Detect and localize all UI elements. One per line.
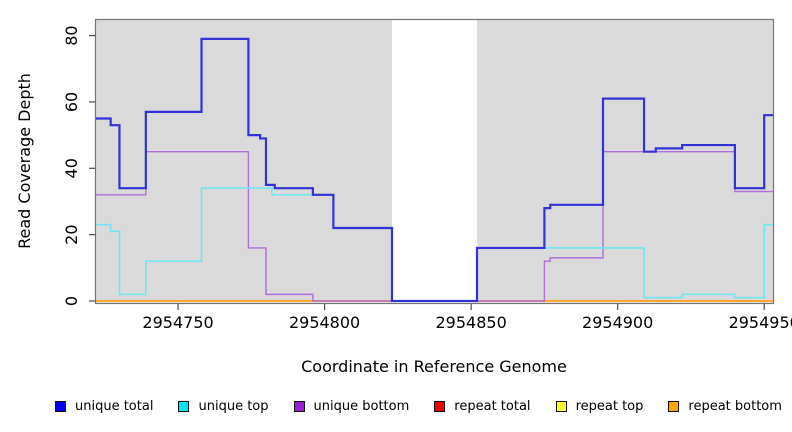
y-axis-title: Read Coverage Depth: [15, 73, 34, 249]
chart-legend: unique total unique top unique bottom repea…: [55, 399, 782, 414]
legend-label: unique total: [75, 399, 154, 414]
x-axis-title: Coordinate in Reference Genome: [301, 357, 567, 376]
gray-region: [96, 19, 393, 303]
legend-swatch-icon: [434, 401, 446, 412]
legend-label: unique top: [198, 399, 269, 414]
x-tick-label-2954800: 2954800: [289, 313, 360, 332]
y-tick-label-0: 0: [62, 296, 81, 306]
legend-label: unique bottom: [313, 399, 410, 414]
legend-label: repeat top: [575, 399, 644, 414]
gray-region: [476, 19, 773, 303]
x-tick-label-2954900: 2954900: [582, 313, 653, 332]
y-tick-label-20: 20: [62, 224, 81, 244]
legend-swatch-icon: [293, 401, 305, 412]
x-tick-label-2954750: 2954750: [142, 313, 213, 332]
legend-item-repeat-bottom: repeat bottom: [668, 399, 782, 414]
legend-swatch-icon: [55, 401, 66, 412]
plot-border: [94, 18, 775, 305]
legend-item-repeat-top: repeat top: [555, 399, 644, 414]
legend-swatch-icon: [178, 401, 190, 412]
legend-item-unique-total: unique total: [55, 399, 153, 414]
series-line-unique-total: [96, 37, 773, 303]
legend-label: repeat total: [454, 399, 531, 414]
legend-swatch-icon: [555, 401, 567, 412]
x-tick-label-2954850: 2954850: [436, 313, 507, 332]
shaded-regions-layer: [96, 19, 773, 303]
legend-swatch-icon: [668, 401, 680, 412]
legend-label: repeat bottom: [688, 399, 782, 414]
legend-item-repeat-total: repeat total: [434, 399, 531, 414]
y-tick-label-80: 80: [62, 25, 81, 45]
legend-item-unique-top: unique top: [178, 399, 269, 414]
legend-item-unique-bottom: unique bottom: [293, 399, 410, 414]
y-tick-label-60: 60: [62, 92, 81, 112]
y-tick-label-40: 40: [62, 158, 81, 178]
series-layer: [96, 37, 773, 303]
